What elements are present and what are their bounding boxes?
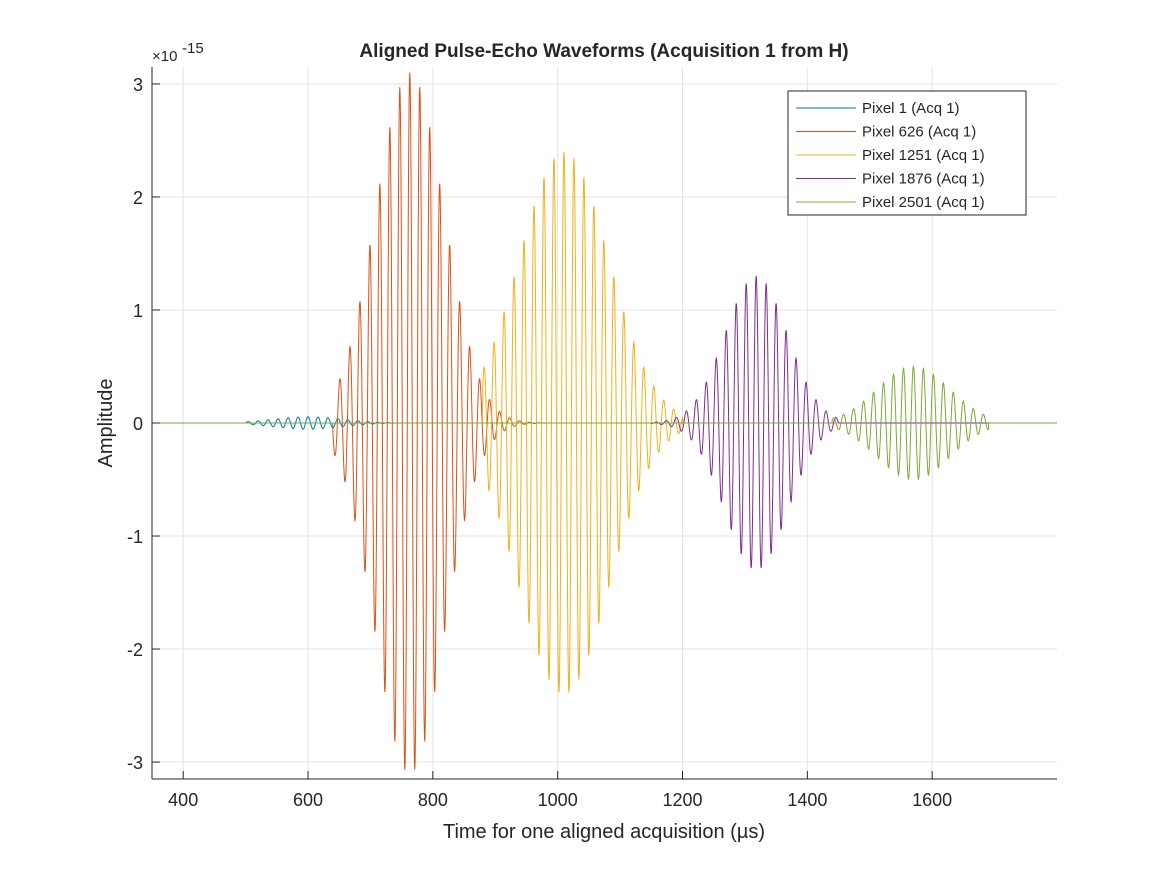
series-lines xyxy=(152,72,1057,770)
y-tick-label: -2 xyxy=(127,640,143,660)
y-tick-label: 0 xyxy=(133,414,143,434)
x-tick-label: 1600 xyxy=(912,790,952,810)
y-tick-label: -1 xyxy=(127,527,143,547)
series-line-5 xyxy=(152,364,1057,481)
legend-label-3: Pixel 1251 (Acq 1) xyxy=(862,147,985,164)
legend-label-4: Pixel 1876 (Acq 1) xyxy=(862,171,985,188)
y-tick-label: 1 xyxy=(133,301,143,321)
y-tick-label: 3 xyxy=(133,75,143,95)
x-tick-label: 1200 xyxy=(662,790,702,810)
x-tick-label: 600 xyxy=(293,790,323,810)
y-axis-label: Amplitude xyxy=(95,379,117,468)
legend-box xyxy=(787,90,1027,216)
x-tick-label: 1400 xyxy=(787,790,827,810)
x-tick-label: 400 xyxy=(168,790,198,810)
x-tick-label: 800 xyxy=(418,790,448,810)
chart-title: Aligned Pulse-Echo Waveforms (Acquisitio… xyxy=(359,41,848,62)
legend-label-2: Pixel 626 (Acq 1) xyxy=(862,124,976,141)
y-multiplier: ×10 -15 xyxy=(152,40,204,65)
y-tick-label: -3 xyxy=(127,753,143,773)
x-axis-label: Time for one aligned acquisition (µs) xyxy=(443,821,765,843)
tick-labels: 400 600 800 1000 1200 1400 1600 -3 -2 -1 0 1 2 3 xyxy=(127,75,952,810)
legend-label-1: Pixel 1 (Acq 1) xyxy=(862,100,960,117)
y-multiplier-exponent: -15 xyxy=(182,40,204,57)
legend-label-5: Pixel 2501 (Acq 1) xyxy=(862,194,985,211)
axes xyxy=(151,67,1057,780)
y-tick-label: 2 xyxy=(133,188,143,208)
y-multiplier-base: ×10 xyxy=(152,48,177,65)
x-tick-label: 1000 xyxy=(538,790,578,810)
legend: Pixel 1 (Acq 1) Pixel 626 (Acq 1) Pixel 12… xyxy=(787,90,1027,216)
